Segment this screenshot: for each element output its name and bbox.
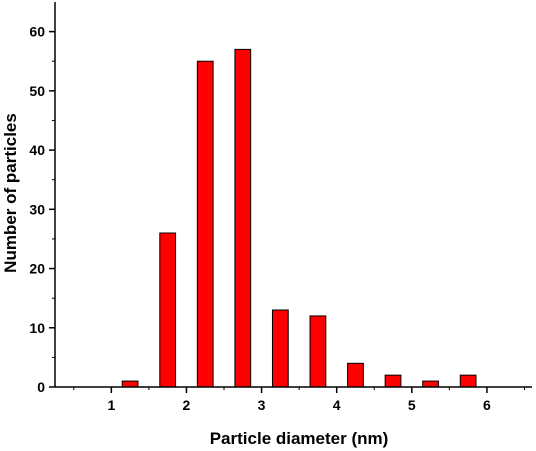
x-axis-ticks: 1 2 3 4 5 6 xyxy=(73,387,525,413)
x-tick-label: 4 xyxy=(333,397,341,413)
histogram-bar xyxy=(347,362,364,388)
histogram-bar xyxy=(309,315,327,388)
y-tick-label: 30 xyxy=(29,201,45,217)
x-axis-title: Particle diameter (nm) xyxy=(210,429,389,448)
y-tick-label: 20 xyxy=(29,261,45,277)
histogram-bar xyxy=(271,309,289,388)
x-tick-label: 3 xyxy=(258,397,266,413)
y-tick-label: 50 xyxy=(29,83,45,99)
histogram-bars xyxy=(121,48,477,388)
x-tick-label: 1 xyxy=(107,397,115,413)
histogram-bar xyxy=(121,380,139,388)
x-tick-label: 2 xyxy=(183,397,191,413)
histogram-bar xyxy=(384,374,402,388)
y-tick-label: 60 xyxy=(29,24,45,40)
y-tick-label: 10 xyxy=(29,320,45,336)
histogram-bar xyxy=(234,48,252,388)
y-tick-label: 0 xyxy=(37,379,45,395)
y-tick-label: 40 xyxy=(29,142,45,158)
y-axis-ticks: 0 10 20 30 40 50 60 xyxy=(29,24,55,395)
x-tick-label: 6 xyxy=(483,397,491,413)
histogram-bar xyxy=(196,60,214,388)
histogram-bar xyxy=(459,374,477,388)
x-tick-label: 5 xyxy=(408,397,416,413)
histogram-bar xyxy=(159,232,177,388)
plot-frame xyxy=(54,2,532,388)
histogram-bar xyxy=(422,380,439,388)
y-axis-title: Number of particles xyxy=(1,113,20,273)
